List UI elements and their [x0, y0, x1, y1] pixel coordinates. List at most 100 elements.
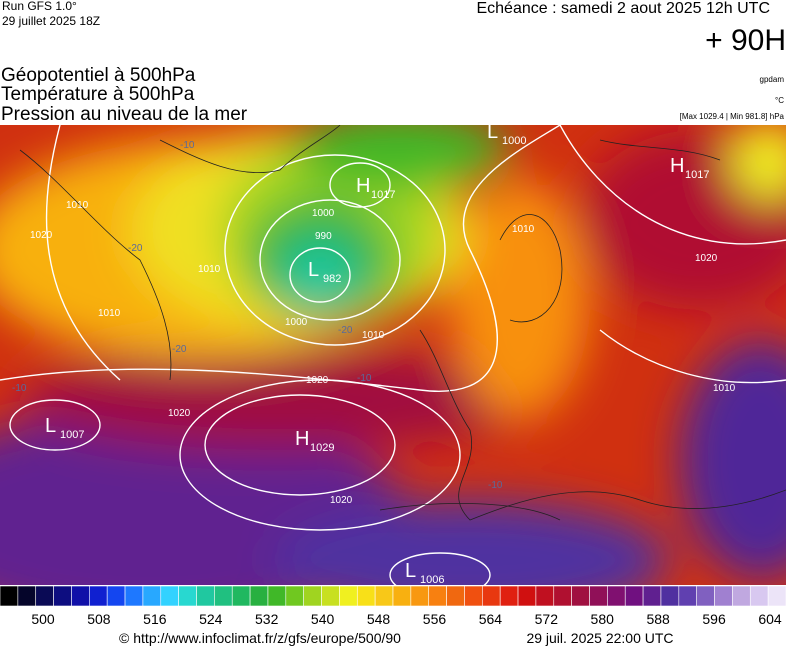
colorbar-cell	[732, 585, 751, 607]
temperature-label: -10	[357, 373, 372, 384]
isobar-label: 1020	[695, 253, 718, 264]
coastlines	[19, 125, 786, 521]
title-line: Température à 500hPa	[1, 84, 195, 105]
colorbar-cell	[374, 585, 394, 607]
center-letter: L	[45, 415, 56, 437]
center-value: 1029	[310, 442, 334, 454]
colorbar-cell	[642, 585, 662, 607]
footer-url: © http://www.infoclimat.fr/z/gfs/europe/…	[119, 630, 401, 646]
temperature-label: -20	[172, 344, 187, 355]
colorbar-cell	[392, 585, 412, 607]
colorbar-tick-label: 524	[199, 611, 223, 627]
colorbar-cell	[214, 585, 233, 607]
isobar-label: 1020	[306, 375, 329, 386]
title-line: Pression au niveau de la mer	[1, 104, 248, 125]
colorbar-cell	[285, 585, 304, 607]
colorbar-cell	[89, 585, 108, 607]
colorbar-cell	[267, 585, 287, 607]
colorbar-tick-label: 588	[646, 611, 670, 627]
colorbar-cell	[482, 585, 501, 607]
colorbar-cell	[428, 585, 447, 607]
colorbar-cell	[535, 585, 555, 607]
colorbar-cell	[767, 585, 786, 607]
center-value: 1000	[502, 135, 526, 147]
colorbar-tick-label: 556	[423, 611, 447, 627]
center-letter: H	[670, 155, 684, 177]
colorbar-cell	[607, 585, 626, 607]
isobar-label: 1010	[512, 224, 535, 235]
isobar-label: 1010	[713, 383, 736, 394]
colorbar-cell	[71, 585, 90, 607]
center-letter: L	[308, 259, 319, 281]
isobar-labels: 1010 1020 1010 1000 990 1000 1010 1020 1020 1020 1…	[30, 200, 736, 506]
unit-temperature: °C	[775, 96, 784, 105]
colorbar-cell	[321, 585, 340, 607]
isobar-label: 990	[315, 231, 332, 242]
colorbar-cell	[356, 585, 376, 607]
unit-geopotential: gpdam	[760, 75, 785, 84]
colorbar-cell	[499, 585, 519, 607]
center-letter: L	[405, 560, 416, 582]
isobar-label: 1010	[98, 308, 121, 319]
temperature-label: -10	[12, 383, 27, 394]
center-value: 1017	[371, 189, 395, 201]
colorbar-cell	[678, 585, 697, 607]
colorbar-tick-label: 516	[143, 611, 167, 627]
colorbar-tick-label: 500	[31, 611, 55, 627]
colorbar-cell	[0, 585, 19, 607]
colorbar: 500 508 516 524 532 540 548 556 564 572 580 588 596 6…	[0, 585, 786, 627]
temperature-label: -10	[180, 140, 195, 151]
center-value: 982	[323, 273, 341, 285]
colorbar-tick-label: 580	[591, 611, 615, 627]
colorbar-cell	[160, 585, 179, 607]
colorbar-cell	[142, 585, 162, 607]
run-label: Run GFS 1.0°	[2, 0, 77, 13]
isobar-label: 1020	[168, 408, 191, 419]
temperature-label: -20	[338, 325, 353, 336]
colorbar-tick-label: 508	[87, 611, 111, 627]
temperature-label: -20	[128, 243, 143, 254]
isobar-label: 1010	[198, 264, 221, 275]
temperature-label: -10	[488, 480, 503, 491]
field-shading	[0, 125, 786, 585]
colorbar-cell	[749, 585, 769, 607]
colorbar-tick-label: 548	[367, 611, 391, 627]
colorbar-cell	[53, 585, 72, 607]
isobar-label: 1020	[30, 230, 53, 241]
colorbar-cell	[124, 585, 144, 607]
colorbar-cell	[17, 585, 37, 607]
isobar-label: 1010	[362, 330, 385, 341]
center-value: 1006	[420, 574, 444, 586]
colorbar-tick-label: 540	[311, 611, 335, 627]
colorbar-cell	[714, 585, 733, 607]
colorbar-tick-label: 564	[479, 611, 503, 627]
colorbar-cell	[517, 585, 537, 607]
colorbar-cell	[589, 585, 608, 607]
center-letter: L	[487, 121, 498, 143]
colorbar-cell	[196, 585, 215, 607]
echeance: Echéance : samedi 2 aout 2025 12h UTC	[476, 0, 770, 17]
colorbar-cell	[624, 585, 644, 607]
colorbar-tick-label: 572	[535, 611, 559, 627]
colorbar-cell	[249, 585, 269, 607]
footer-timestamp: 29 juil. 2025 22:00 UTC	[526, 630, 673, 646]
unit-pressure: [Max 1029.4 | Min 981.8] hPa	[680, 112, 785, 121]
colorbar-cell	[231, 585, 251, 607]
colorbar-cell	[35, 585, 54, 607]
colorbar-cell	[106, 585, 126, 607]
run-date: 29 juillet 2025 18Z	[2, 14, 100, 28]
isobar-label: 1020	[330, 495, 353, 506]
isobar-label: 1010	[66, 200, 89, 211]
colorbar-cell	[696, 585, 715, 607]
center-letter: H	[295, 428, 309, 450]
colorbar-cell	[571, 585, 590, 607]
temperature-labels: -20 -20 -20 -10 -10 -10 -10	[12, 140, 503, 491]
colorbar-cell	[178, 585, 197, 607]
colorbar-cell	[339, 585, 358, 607]
colorbar-cell	[660, 585, 680, 607]
colorbar-cell	[553, 585, 572, 607]
